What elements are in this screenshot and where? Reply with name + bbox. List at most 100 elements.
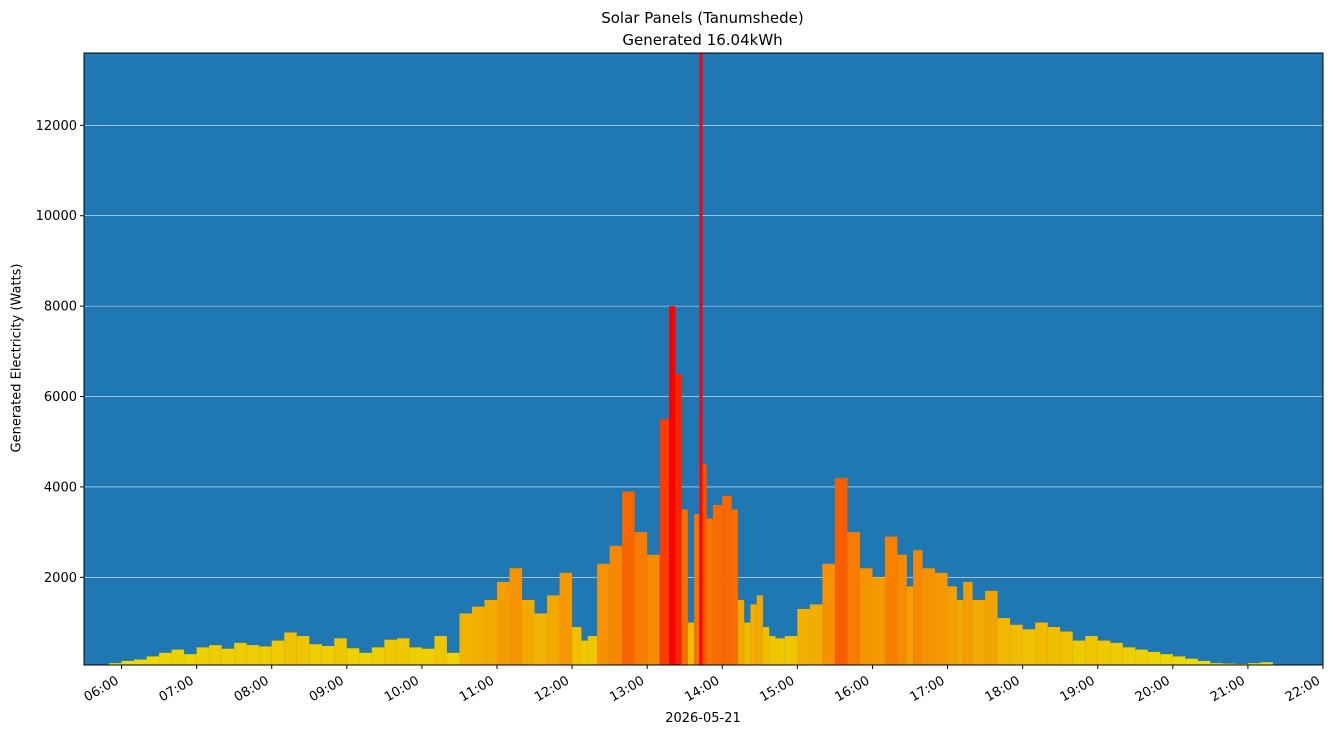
bar <box>146 656 160 665</box>
bar <box>109 663 122 665</box>
x-tick-label: 10:00 <box>382 673 422 705</box>
bar <box>1135 649 1148 665</box>
bar <box>121 660 135 665</box>
y-tick-label: 10000 <box>36 209 77 224</box>
x-tick-label: 13:00 <box>607 673 647 705</box>
bar <box>371 647 385 665</box>
bar <box>922 568 936 665</box>
y-tick-label: 2000 <box>44 571 77 586</box>
bar <box>359 652 372 665</box>
bar <box>1197 660 1211 665</box>
bar <box>334 638 347 665</box>
x-tick-label: 15:00 <box>757 673 797 705</box>
bar <box>159 652 172 665</box>
x-tick-label: 11:00 <box>457 673 497 705</box>
bar <box>459 613 472 665</box>
bar <box>784 636 798 665</box>
bar <box>597 563 610 665</box>
bar <box>522 599 535 665</box>
bar <box>634 532 648 665</box>
bar <box>1247 663 1261 665</box>
bar <box>750 604 757 665</box>
y-tick-label: 8000 <box>44 300 77 315</box>
bar <box>797 608 810 665</box>
bar <box>309 644 322 665</box>
bar <box>731 509 738 665</box>
bar <box>737 599 745 665</box>
bar <box>296 636 310 665</box>
bar <box>822 563 835 665</box>
bar <box>1122 647 1136 665</box>
bar <box>947 586 957 665</box>
bar <box>234 642 247 665</box>
bar <box>434 636 447 665</box>
bar <box>997 617 1011 665</box>
bar <box>171 649 185 665</box>
bar <box>209 645 222 665</box>
bar <box>906 586 914 665</box>
bar <box>587 636 598 665</box>
bar <box>769 636 776 665</box>
bar <box>259 646 272 665</box>
bar <box>913 550 923 665</box>
bar <box>1260 662 1273 665</box>
y-tick-label: 4000 <box>44 480 77 495</box>
bar <box>935 572 948 665</box>
bar <box>834 477 848 665</box>
bar <box>534 613 548 665</box>
bar <box>446 652 460 665</box>
bar <box>687 622 695 665</box>
bar <box>669 306 676 665</box>
bar <box>184 654 197 665</box>
x-tick-label: 18:00 <box>983 673 1023 705</box>
x-tick-label: 22:00 <box>1283 673 1323 705</box>
x-axis-ticks: 06:00 07:00 08:00 09:00 10:00 11:00 12:00 13:00… <box>82 665 1324 705</box>
bar <box>396 638 410 665</box>
y-tick-label: 12000 <box>36 119 77 134</box>
bar <box>712 504 723 665</box>
bar <box>246 645 260 665</box>
chart-subtitle: Generated 16.04kWh <box>622 31 783 49</box>
bar <box>547 595 560 665</box>
x-tick-label: 12:00 <box>532 673 572 705</box>
bar <box>859 568 873 665</box>
bar <box>872 577 885 665</box>
bar <box>1022 629 1036 665</box>
bar <box>1060 631 1073 665</box>
bar <box>1110 642 1123 665</box>
bar <box>884 536 898 665</box>
bar <box>1097 640 1111 665</box>
bar <box>284 632 297 665</box>
bars <box>109 306 1273 665</box>
bar <box>775 638 785 665</box>
bar <box>409 647 422 665</box>
bar <box>221 648 235 665</box>
chart-title: Solar Panels (Tanumshede) <box>601 9 804 27</box>
bar <box>271 640 285 665</box>
bar <box>559 572 573 665</box>
x-tick-label: 20:00 <box>1133 673 1173 705</box>
bar <box>1210 663 1223 665</box>
bar <box>1147 651 1161 665</box>
y-tick-label: 6000 <box>44 390 77 405</box>
bar <box>134 659 147 665</box>
bar <box>497 581 510 665</box>
bar <box>985 590 998 665</box>
bar <box>572 627 582 665</box>
bar <box>659 419 670 665</box>
bar <box>897 554 907 665</box>
x-tick-label: 06:00 <box>82 673 122 705</box>
bar <box>722 495 732 665</box>
bar <box>647 554 660 665</box>
bar <box>1035 622 1048 665</box>
x-axis-label: 2026-05-21 <box>665 711 741 726</box>
bar <box>1172 656 1186 665</box>
bar <box>681 509 688 665</box>
x-tick-label: 21:00 <box>1208 673 1248 705</box>
bar <box>1085 636 1098 665</box>
bar <box>762 627 770 665</box>
x-tick-label: 07:00 <box>157 673 197 705</box>
bar <box>744 622 751 665</box>
bar <box>1185 658 1198 665</box>
